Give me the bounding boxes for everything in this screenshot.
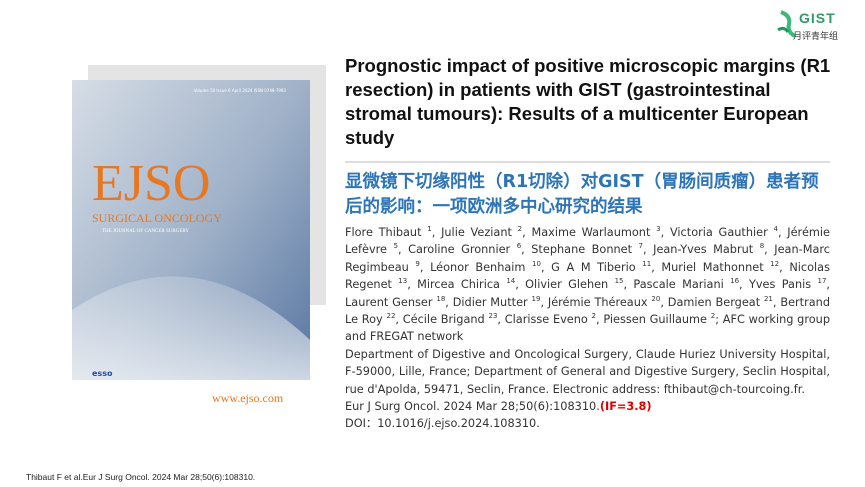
author-name: , Jean-Marc Regimbeau: [345, 243, 830, 274]
cover-society: esso: [92, 369, 113, 378]
author-affiliation-number: 1: [427, 225, 432, 234]
author-affiliation-number: 2: [591, 312, 597, 321]
author-name: Flore Thibaut: [345, 226, 428, 239]
author-name: , Muriel Mathonnet: [651, 260, 771, 274]
author-name: , Clarisse Eveno: [497, 313, 592, 327]
affiliation: Department of Digestive and Oncological …: [345, 347, 830, 396]
author-affiliation-number: 4: [773, 225, 778, 234]
citation-line: Eur J Surg Oncol. 2024 Mar 28;50(6):1083…: [345, 398, 830, 415]
author-affiliation-number: 21: [763, 294, 773, 303]
cover-issue: Volume 50 Issue 6 April 2024 ISSN 0748-7…: [194, 88, 287, 93]
author-affiliation-number: 15: [614, 277, 624, 286]
author-affiliation-number: 2: [517, 225, 523, 234]
cover-subtitle: SURGICAL ONCOLOGY: [92, 211, 222, 225]
author-affiliation-number: 8: [759, 242, 765, 251]
author-name: , Pascale Mariani: [623, 278, 731, 292]
article-body: Flore Thibaut 1, Julie Veziant 2, Maxime…: [345, 224, 830, 433]
author-affiliation-number: 16: [730, 277, 740, 286]
title-zh: 显微镜下切缘阳性（R1切除）对GIST（胃肠间质瘤）患者预后的影响：一项欧洲多中…: [345, 172, 819, 217]
author-name: , Mircea Chirica: [407, 278, 507, 292]
author-name: , Julie Veziant: [431, 226, 518, 239]
author-affiliation-number: 12: [770, 260, 780, 269]
impact-factor: (IF=3.8): [599, 400, 652, 414]
author-name: , Léonor Benhaim: [419, 260, 533, 274]
author-affiliation-number: 2: [710, 312, 716, 321]
author-name: , G A M Tiberio: [540, 260, 643, 274]
cover-masthead: EJSO: [92, 155, 210, 212]
author-affiliation-number: 10: [532, 260, 541, 269]
author-name: ; AFC working group and FREGAT network: [345, 313, 830, 344]
title-en: Prognostic impact of positive microscopi…: [345, 55, 831, 148]
author-name: , Maxime Warlaumont: [522, 226, 657, 239]
author-name: , Jérémie Lefèvre: [345, 226, 830, 257]
author-affiliation-number: 19: [531, 294, 541, 303]
author-affiliation-number: 3: [656, 225, 661, 234]
author-affiliation-number: 18: [436, 294, 446, 303]
author-affiliation-number: 13: [398, 277, 408, 286]
author-affiliation-number: 22: [386, 312, 396, 321]
authors: Flore Thibaut 1, Julie Veziant 2, Maxime…: [345, 224, 830, 346]
logo-brand: GIST: [799, 10, 836, 26]
logo-group: 月评青年组: [793, 32, 839, 42]
citation: Eur J Surg Oncol. 2024 Mar 28;50(6):1083…: [345, 400, 600, 414]
logo-icon: [777, 10, 796, 38]
author-name: , Didier Mutter: [445, 295, 532, 309]
author-name: , Bertrand Le Roy: [345, 295, 830, 327]
author-name: , Yves Panis: [739, 278, 818, 292]
author-name: , Stephane Bonnet: [521, 243, 639, 257]
footnote: Thibaut F et al.Eur J Surg Oncol. 2024 M…: [26, 472, 256, 482]
author-name: , Nicolas Regenet: [345, 260, 830, 292]
author-name: , Damien Bergeat: [660, 295, 764, 309]
divider: [345, 161, 830, 163]
author-affiliation-number: 11: [642, 260, 652, 269]
author-name: , Caroline Gronnier: [397, 243, 517, 257]
logo: GIST 月评青年组: [775, 8, 845, 44]
author-affiliation-number: 23: [488, 312, 498, 321]
cover-tagline: THE JOURNAL OF CANCER SURGERY: [102, 229, 189, 234]
author-name: , Victoria Gauthier: [660, 226, 774, 239]
cover-website: www.ejso.com: [212, 391, 284, 405]
author-name: , Olivier Glehen: [515, 278, 615, 292]
author-affiliation-number: 6: [516, 242, 522, 251]
author-affiliation-number: 17: [817, 277, 827, 286]
author-affiliation-number: 9: [415, 260, 420, 269]
author-affiliation-number: 14: [506, 277, 516, 286]
author-affiliation-number: 5: [393, 242, 398, 251]
author-name: , Piessen Guillaume: [596, 313, 711, 327]
journal-cover: Volume 50 Issue 6 April 2024 ISSN 0748-7…: [72, 80, 310, 420]
doi: DOI：10.1016/j.ejso.2024.108310.: [345, 417, 540, 431]
author-name: , Jean-Yves Mabrut: [643, 243, 760, 257]
author-affiliation-number: 20: [651, 294, 661, 303]
author-name: , Cécile Brigand: [395, 313, 489, 327]
author-name: , Laurent Genser: [345, 278, 830, 309]
author-name: , Jérémie Théreaux: [540, 295, 652, 309]
author-affiliation-number: 7: [638, 242, 644, 251]
